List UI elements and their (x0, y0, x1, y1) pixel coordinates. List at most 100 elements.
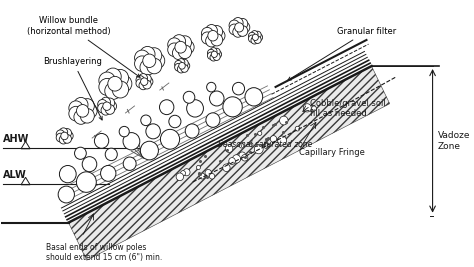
Circle shape (99, 78, 115, 95)
Circle shape (135, 50, 150, 66)
Circle shape (108, 76, 122, 91)
Circle shape (69, 106, 83, 121)
Circle shape (159, 100, 174, 115)
Circle shape (105, 98, 115, 108)
Circle shape (239, 143, 244, 148)
Circle shape (94, 134, 109, 148)
Circle shape (265, 143, 269, 147)
Text: Granular filter: Granular filter (288, 27, 397, 80)
Circle shape (248, 35, 255, 42)
Circle shape (169, 115, 181, 128)
Circle shape (98, 100, 107, 109)
Circle shape (208, 49, 215, 57)
Circle shape (255, 145, 263, 154)
Circle shape (213, 48, 220, 56)
Circle shape (175, 41, 186, 53)
Circle shape (249, 143, 253, 147)
Circle shape (235, 23, 244, 32)
Circle shape (119, 126, 129, 137)
Text: Brushlayering: Brushlayering (44, 57, 102, 120)
Circle shape (112, 69, 128, 87)
Circle shape (233, 26, 243, 37)
Circle shape (177, 65, 185, 73)
Circle shape (210, 174, 215, 179)
Circle shape (76, 172, 96, 192)
Circle shape (179, 62, 185, 69)
Circle shape (173, 46, 186, 60)
Circle shape (141, 78, 148, 85)
Circle shape (207, 82, 216, 92)
Circle shape (295, 126, 300, 131)
Circle shape (178, 36, 191, 49)
Circle shape (200, 173, 205, 179)
Circle shape (101, 97, 110, 107)
Circle shape (251, 31, 258, 38)
Circle shape (215, 51, 221, 58)
Circle shape (139, 81, 147, 90)
Circle shape (181, 59, 188, 67)
Circle shape (210, 54, 217, 61)
Circle shape (80, 108, 94, 123)
Circle shape (211, 26, 223, 38)
Circle shape (303, 104, 311, 112)
Circle shape (107, 101, 117, 111)
Circle shape (168, 38, 181, 52)
Circle shape (74, 97, 88, 112)
Circle shape (254, 36, 261, 44)
Circle shape (141, 115, 151, 125)
Circle shape (147, 58, 162, 74)
Circle shape (252, 34, 258, 41)
Circle shape (168, 43, 181, 57)
Text: Capillary Fringe: Capillary Fringe (299, 148, 365, 157)
Circle shape (270, 136, 277, 142)
Circle shape (213, 30, 225, 42)
Circle shape (74, 147, 86, 159)
Circle shape (242, 155, 248, 161)
Circle shape (177, 59, 185, 66)
Circle shape (136, 79, 145, 88)
Circle shape (140, 46, 155, 62)
Circle shape (206, 25, 218, 37)
Circle shape (135, 56, 150, 72)
Circle shape (143, 54, 156, 68)
Circle shape (150, 53, 165, 69)
Circle shape (237, 26, 248, 36)
Circle shape (140, 141, 158, 160)
Circle shape (63, 129, 72, 137)
Circle shape (99, 72, 115, 89)
Circle shape (105, 83, 121, 99)
Circle shape (136, 76, 145, 84)
Circle shape (255, 34, 263, 41)
Circle shape (59, 166, 76, 183)
Circle shape (264, 144, 268, 148)
Circle shape (312, 106, 316, 111)
Circle shape (182, 62, 190, 70)
Polygon shape (21, 177, 30, 185)
Circle shape (239, 152, 246, 159)
Circle shape (248, 32, 255, 40)
Circle shape (206, 113, 220, 127)
Circle shape (64, 132, 73, 140)
Circle shape (173, 35, 186, 48)
Circle shape (76, 105, 89, 117)
Circle shape (146, 124, 160, 139)
Circle shape (208, 30, 218, 41)
Circle shape (58, 186, 74, 203)
Circle shape (208, 52, 215, 59)
Circle shape (229, 20, 239, 31)
Circle shape (145, 77, 153, 86)
Polygon shape (21, 141, 30, 149)
Circle shape (140, 60, 155, 75)
Circle shape (176, 173, 183, 181)
Text: ALW: ALW (3, 170, 27, 180)
Circle shape (143, 80, 151, 89)
Circle shape (74, 110, 88, 124)
Circle shape (56, 130, 64, 139)
Polygon shape (69, 66, 390, 260)
Circle shape (103, 102, 111, 110)
Text: Seasonal saturated zone: Seasonal saturated zone (219, 140, 313, 149)
Circle shape (160, 129, 180, 149)
Circle shape (196, 165, 201, 170)
Circle shape (56, 133, 64, 142)
Circle shape (174, 60, 182, 68)
